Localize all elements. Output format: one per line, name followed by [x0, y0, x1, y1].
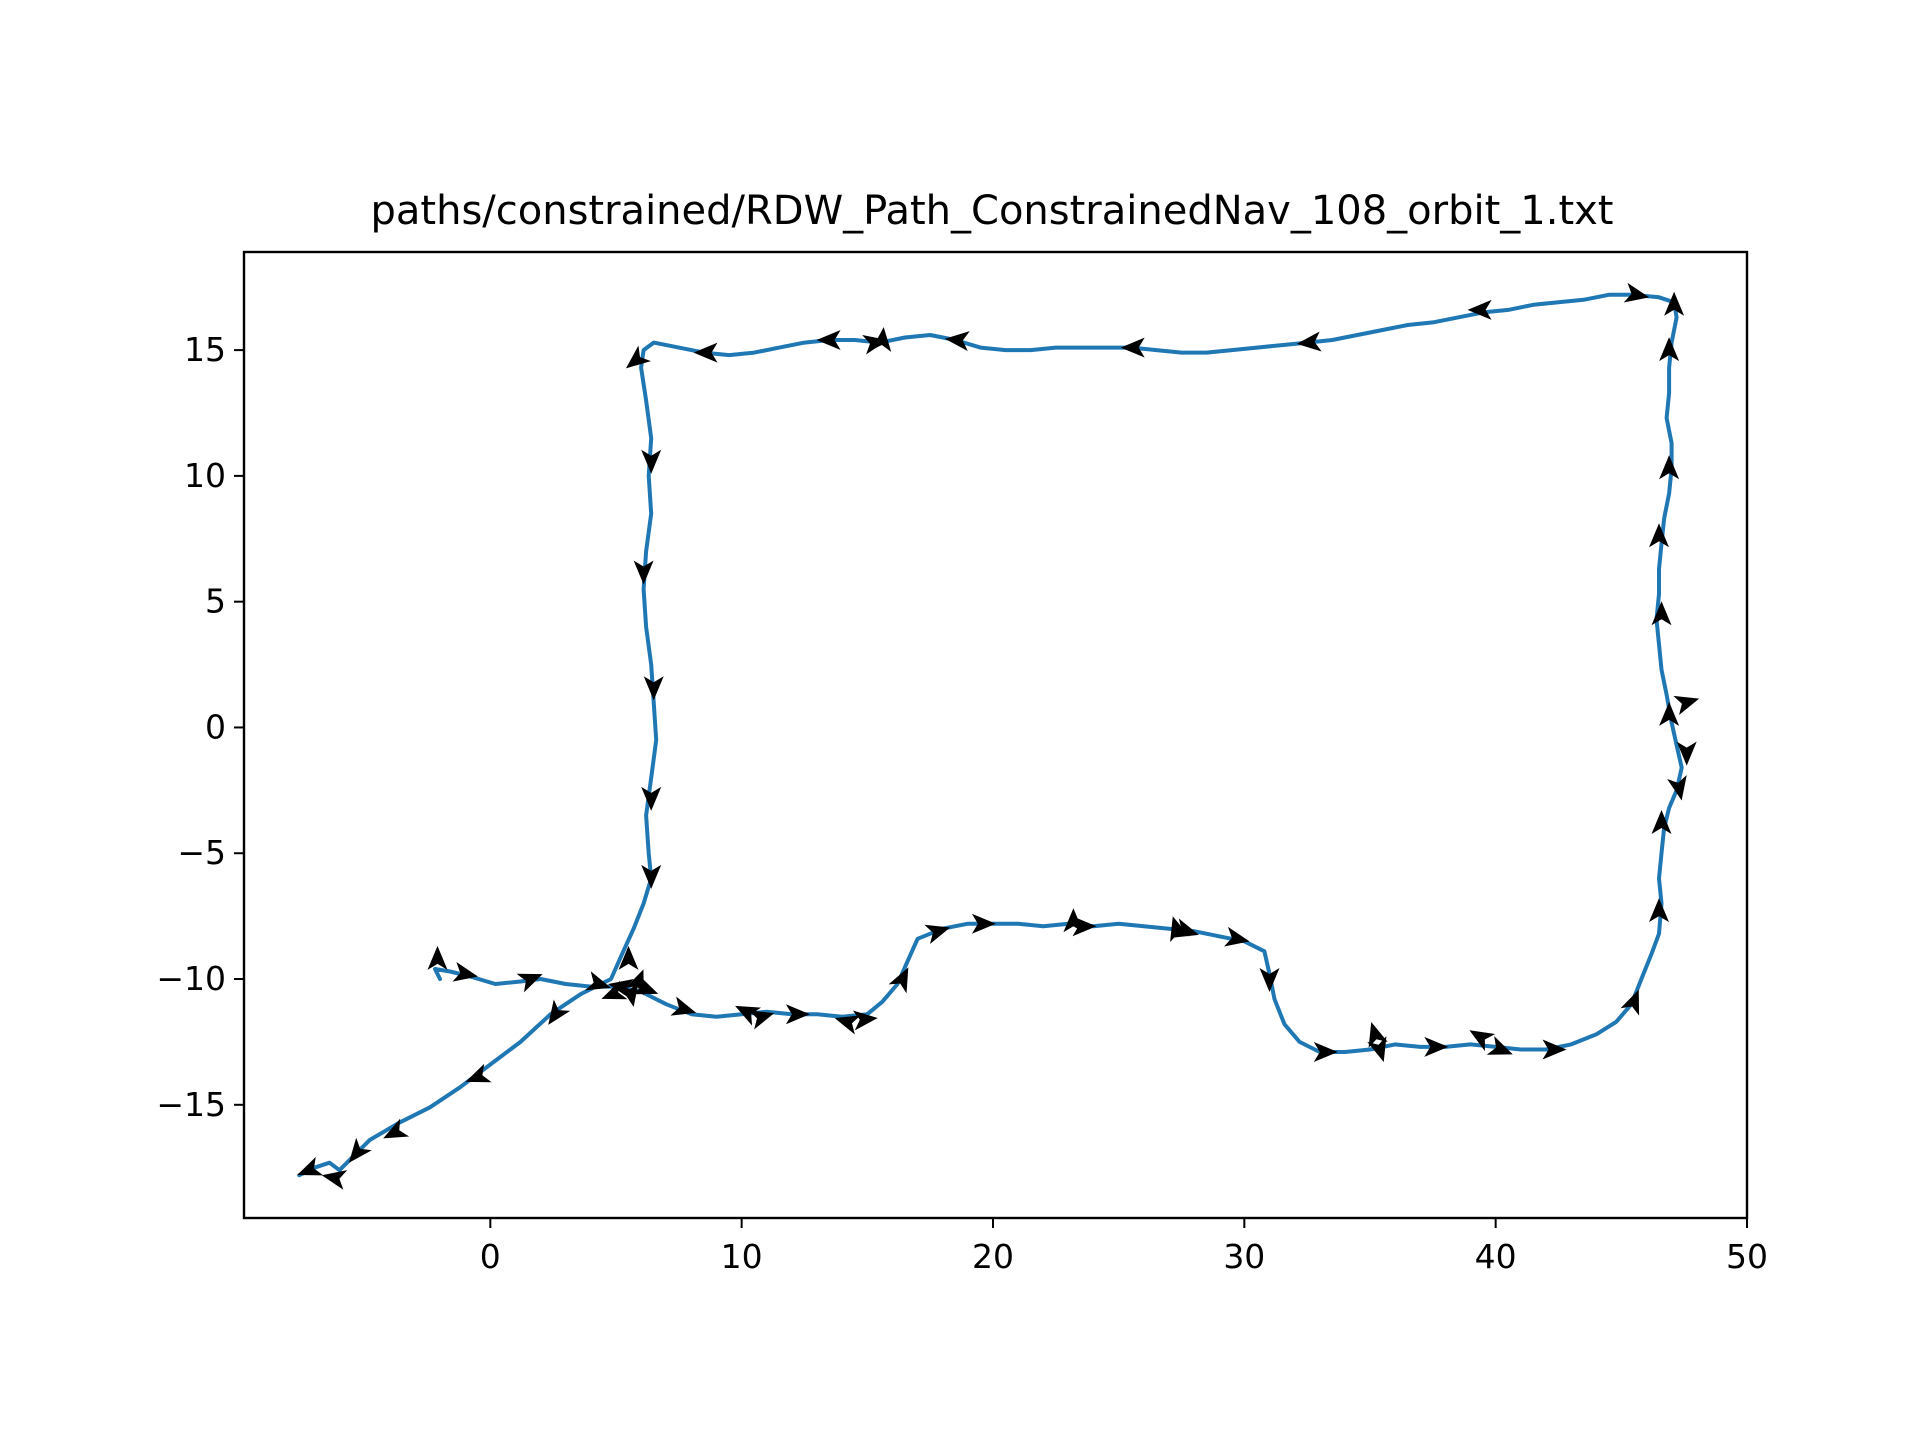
y-axis-ticks: −15 −10 −5 0 5 10 15 [156, 330, 244, 1124]
x-tick-label: 40 [1475, 1237, 1517, 1276]
direction-arrow [321, 1170, 348, 1190]
direction-arrow [1224, 926, 1250, 947]
y-tick-label: 0 [205, 707, 226, 746]
direction-arrow [1486, 1036, 1513, 1055]
direction-arrow [1467, 299, 1492, 320]
direction-arrow [1072, 916, 1097, 937]
direction-arrow [1651, 810, 1672, 834]
x-tick-label: 50 [1726, 1237, 1768, 1276]
direction-arrow [748, 1010, 775, 1030]
direction-arrow [641, 786, 662, 811]
direction-arrow [1296, 331, 1322, 352]
direction-arrow [584, 971, 611, 991]
x-tick-label: 30 [1223, 1237, 1265, 1276]
direction-arrow [1651, 601, 1672, 626]
direction-arrow [834, 1015, 861, 1035]
direction-arrow [1659, 455, 1680, 480]
direction-arrow [548, 999, 571, 1025]
direction-arrow [862, 334, 888, 355]
direction-arrow [888, 967, 909, 994]
direction-arrow [641, 449, 662, 474]
x-tick-label: 10 [721, 1237, 763, 1276]
direction-arrow [465, 1063, 492, 1083]
direction-arrow [1120, 337, 1145, 358]
direction-arrow [1063, 908, 1084, 933]
y-tick-label: 10 [184, 456, 226, 495]
direction-arrow [1623, 282, 1650, 303]
direction-arrow [1542, 1039, 1567, 1060]
direction-arrow [816, 330, 841, 350]
direction-arrow [670, 996, 697, 1016]
direction-arrow [1469, 1030, 1496, 1052]
plot-frame [242, 250, 1749, 1220]
direction-arrow [1667, 775, 1687, 801]
direction-arrow [1313, 1042, 1338, 1062]
direction-arrow [944, 331, 970, 352]
direction-arrow [452, 962, 478, 982]
direction-arrow [383, 1118, 410, 1139]
x-axis-ticks: 0 10 20 30 40 50 [480, 1218, 1768, 1276]
direction-arrow [1170, 916, 1190, 943]
direction-arrow [632, 975, 659, 995]
direction-arrow [1649, 523, 1669, 548]
direction-arrow [1673, 695, 1700, 716]
direction-arrow [1620, 989, 1640, 1016]
direction-arrow [1659, 337, 1680, 362]
direction-arrow [1676, 741, 1697, 766]
direction-arrow [619, 981, 639, 1007]
direction-arrow [601, 980, 628, 1000]
direction-arrow [297, 1156, 324, 1176]
direction-arrow [625, 345, 651, 369]
y-tick-label: 5 [205, 582, 226, 621]
x-tick-label: 20 [972, 1237, 1014, 1276]
direction-arrow [852, 1010, 878, 1031]
series-layer [297, 292, 1684, 1178]
arrow-layer [297, 282, 1700, 1190]
direction-arrow [633, 560, 654, 585]
direction-arrow [1649, 898, 1669, 923]
direction-arrow [1664, 291, 1685, 316]
direction-arrow [1659, 701, 1680, 726]
y-tick-label: −5 [177, 833, 226, 872]
direction-arrow [971, 913, 996, 934]
direction-arrow [618, 945, 639, 970]
direction-arrow [924, 924, 951, 944]
direction-arrow [427, 945, 448, 970]
y-tick-label: −15 [156, 1085, 226, 1124]
chart-title: paths/constrained/RDW_Path_ConstrainedNa… [371, 188, 1614, 234]
direction-arrow [735, 1005, 762, 1026]
y-tick-label: 15 [184, 330, 226, 369]
direction-arrow [643, 676, 664, 701]
direction-arrow [348, 1137, 372, 1163]
y-tick-label: −10 [156, 959, 226, 998]
direction-arrow [1173, 918, 1199, 938]
direction-arrow [1368, 1021, 1388, 1048]
direction-arrow [1424, 1036, 1449, 1057]
direction-arrow [785, 1004, 810, 1025]
direction-arrow [516, 973, 543, 993]
series-line-0 [297, 292, 1684, 1178]
direction-arrow [641, 864, 662, 889]
direction-arrow [1259, 968, 1280, 992]
direction-arrow [693, 342, 718, 363]
direction-arrow [625, 969, 644, 996]
direction-arrow [1367, 1036, 1387, 1062]
x-tick-label: 0 [480, 1237, 501, 1276]
